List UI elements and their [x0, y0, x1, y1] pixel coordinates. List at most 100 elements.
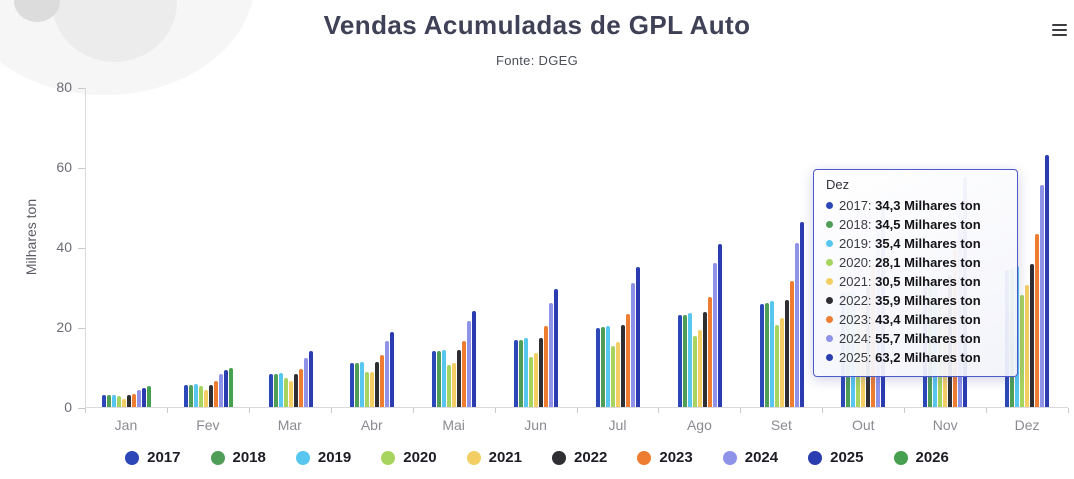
bar-2024-jun[interactable] [549, 302, 554, 407]
legend-item-2026[interactable]: 2026 [893, 449, 949, 466]
legend-item-2017[interactable]: 2017 [125, 449, 181, 466]
chart-menu-icon[interactable] [1052, 21, 1067, 39]
bar-2021-abr[interactable] [370, 372, 375, 407]
bar-2023-dez[interactable] [1035, 233, 1040, 407]
bar-2023-jun[interactable] [544, 326, 549, 407]
bar-2017-jul[interactable] [595, 328, 600, 407]
bar-2018-abr[interactable] [355, 362, 360, 407]
bar-2019-mar[interactable] [278, 372, 283, 407]
bar-2019-fev[interactable] [194, 383, 199, 407]
bar-2020-set[interactable] [774, 324, 779, 407]
bar-2024-fev[interactable] [219, 374, 224, 407]
bar-2019-jun[interactable] [524, 338, 529, 407]
bar-2017-ago[interactable] [677, 315, 682, 407]
bar-2025-mai[interactable] [472, 310, 477, 407]
bar-2025-jun[interactable] [554, 289, 559, 407]
bar-2025-ago[interactable] [717, 244, 722, 407]
bar-2025-abr[interactable] [390, 332, 395, 407]
bar-2025-dez[interactable] [1045, 155, 1050, 407]
bar-2022-mar[interactable] [293, 373, 298, 407]
bar-2020-jul[interactable] [610, 346, 615, 407]
bar-2022-jun[interactable] [539, 338, 544, 407]
bar-2018-mar[interactable] [273, 373, 278, 407]
bar-2017-abr[interactable] [350, 363, 355, 407]
bar-2024-jul[interactable] [630, 282, 635, 407]
legend-item-2024[interactable]: 2024 [722, 449, 778, 466]
bar-2018-ago[interactable] [682, 314, 687, 407]
bar-2021-jul[interactable] [615, 341, 620, 407]
bar-2018-mai[interactable] [437, 350, 442, 407]
bar-2026-fev[interactable] [229, 367, 234, 407]
bar-2023-jan[interactable] [132, 394, 137, 407]
bar-2017-mar[interactable] [268, 374, 273, 407]
bar-2022-abr[interactable] [375, 362, 380, 407]
bar-2025-jan[interactable] [142, 387, 147, 407]
legend-item-2023[interactable]: 2023 [637, 449, 693, 466]
bar-2017-mai[interactable] [432, 351, 437, 407]
bar-2022-jul[interactable] [620, 324, 625, 407]
bar-2021-jun[interactable] [534, 352, 539, 407]
bar-2020-dez[interactable] [1020, 294, 1025, 407]
bar-2018-set[interactable] [764, 303, 769, 407]
bar-2022-fev[interactable] [209, 384, 214, 407]
bar-2021-mar[interactable] [288, 381, 293, 407]
bar-2021-ago[interactable] [697, 329, 702, 407]
legend-item-2021[interactable]: 2021 [466, 449, 522, 466]
bar-2025-set[interactable] [799, 221, 804, 407]
bar-2020-fev[interactable] [199, 385, 204, 407]
bar-2021-fev[interactable] [204, 389, 209, 407]
bar-2020-jan[interactable] [117, 396, 122, 407]
bar-2022-ago[interactable] [702, 312, 707, 407]
bar-2020-mai[interactable] [447, 365, 452, 407]
bar-2020-mar[interactable] [283, 377, 288, 407]
bar-2022-mai[interactable] [457, 349, 462, 407]
legend-item-2020[interactable]: 2020 [381, 449, 437, 466]
bar-2018-jul[interactable] [600, 327, 605, 407]
bar-2024-dez[interactable] [1040, 184, 1045, 407]
bar-2023-jul[interactable] [625, 313, 630, 407]
bar-2020-jun[interactable] [529, 356, 534, 407]
bar-2023-mai[interactable] [462, 340, 467, 407]
bar-2023-abr[interactable] [380, 355, 385, 407]
bar-2019-set[interactable] [769, 301, 774, 407]
bar-2018-fev[interactable] [189, 384, 194, 407]
bar-2021-dez[interactable] [1025, 285, 1030, 407]
bar-2017-jun[interactable] [514, 340, 519, 407]
bar-2019-jul[interactable] [605, 325, 610, 407]
bar-2022-set[interactable] [784, 299, 789, 407]
bar-2024-abr[interactable] [385, 340, 390, 407]
legend-item-2022[interactable]: 2022 [552, 449, 607, 466]
bar-2022-dez[interactable] [1030, 263, 1035, 407]
bar-2023-fev[interactable] [214, 381, 219, 407]
bar-2019-jan[interactable] [112, 395, 117, 407]
bar-2024-ago[interactable] [712, 262, 717, 407]
bar-2022-jan[interactable] [127, 395, 132, 407]
bar-2024-mai[interactable] [467, 320, 472, 407]
bar-2026-jan[interactable] [147, 386, 152, 407]
bar-2021-set[interactable] [779, 318, 784, 407]
bar-2018-jan[interactable] [107, 395, 112, 407]
bar-2025-mar[interactable] [308, 351, 313, 407]
bar-2019-mai[interactable] [442, 349, 447, 407]
bar-2017-fev[interactable] [184, 385, 189, 407]
bar-2020-abr[interactable] [365, 372, 370, 407]
bar-2018-jun[interactable] [519, 339, 524, 407]
bar-2024-set[interactable] [794, 242, 799, 407]
bar-2024-jan[interactable] [137, 390, 142, 407]
bar-2024-mar[interactable] [303, 358, 308, 407]
bar-2021-mai[interactable] [452, 362, 457, 407]
bar-2023-set[interactable] [789, 281, 794, 407]
bar-2023-mar[interactable] [298, 368, 303, 407]
bar-2021-jan[interactable] [122, 398, 127, 407]
legend-item-2019[interactable]: 2019 [295, 449, 351, 466]
legend-item-2018[interactable]: 2018 [210, 449, 266, 466]
bar-2019-ago[interactable] [687, 312, 692, 407]
bar-2020-ago[interactable] [692, 335, 697, 407]
bar-2025-jul[interactable] [635, 267, 640, 407]
bar-2017-jan[interactable] [102, 395, 107, 407]
bar-2025-fev[interactable] [224, 369, 229, 407]
bar-2019-abr[interactable] [360, 361, 365, 407]
bar-2017-set[interactable] [759, 304, 764, 407]
legend-item-2025[interactable]: 2025 [808, 449, 864, 466]
bar-2023-ago[interactable] [707, 296, 712, 407]
